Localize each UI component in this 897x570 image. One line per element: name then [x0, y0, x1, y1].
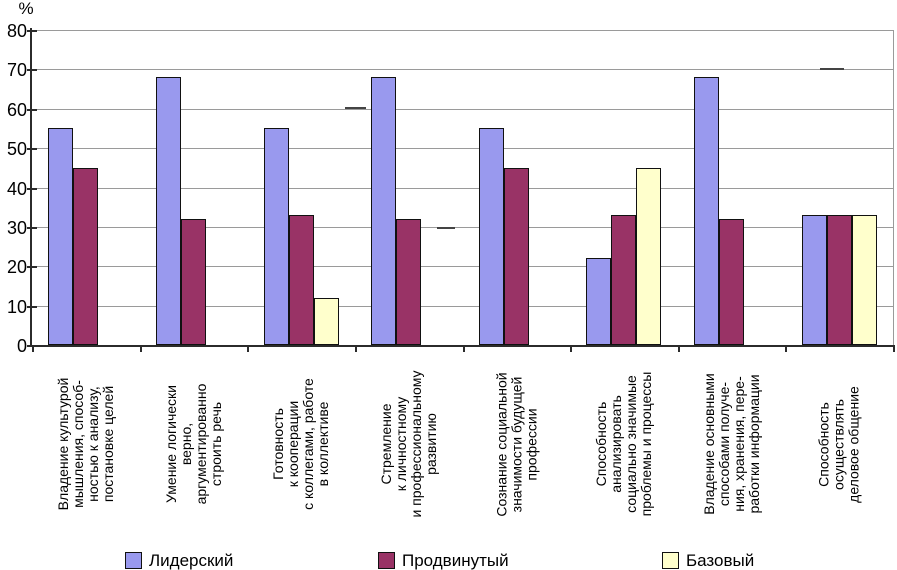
bar — [314, 298, 339, 345]
y-axis-unit-label: % — [18, 0, 34, 18]
bar — [396, 219, 421, 345]
category-label: Владение основными способами получе- ния… — [678, 352, 786, 536]
category-label-text: Владение основными способами получе- ния… — [701, 373, 762, 515]
category-label: Готовность к кооперации с коллегами, раб… — [247, 352, 355, 536]
legend-swatch — [378, 552, 395, 569]
y-axis-tick — [27, 345, 37, 347]
y-axis-tick — [27, 188, 37, 190]
gridline — [32, 306, 893, 307]
bar — [694, 77, 719, 345]
bar — [264, 128, 289, 345]
bar — [156, 77, 181, 345]
x-axis-line — [30, 345, 895, 347]
gridline — [32, 148, 893, 149]
bar — [289, 215, 314, 345]
legend-item: Базовый — [662, 552, 754, 569]
x-axis-tick — [32, 347, 34, 352]
y-axis-tick — [27, 266, 37, 268]
bar — [586, 258, 611, 345]
category-label: Стремление к личностному и профессиональ… — [355, 352, 463, 536]
bar — [371, 77, 396, 345]
category-label-text: Способность анализировать социально знач… — [593, 371, 654, 517]
y-axis-tick-label: 0 — [16, 336, 27, 356]
x-axis-tick — [570, 347, 572, 352]
y-axis-tick-label: 40 — [6, 179, 27, 199]
legend-label: Базовый — [686, 551, 755, 570]
x-axis-tick — [140, 347, 142, 352]
bar — [852, 215, 877, 345]
category-label: Владение культурой мышления, способ- нос… — [32, 352, 140, 536]
category-label: Способность анализировать социально знач… — [570, 352, 678, 536]
stray-mark — [820, 68, 844, 70]
bar — [48, 128, 73, 345]
x-axis-tick — [678, 347, 680, 352]
legend-item: Продвинутый — [378, 552, 509, 569]
plot-right-edge — [893, 30, 894, 347]
category-label-text: Стремление к личностному и профессиональ… — [378, 370, 439, 518]
x-axis-tick — [247, 347, 249, 352]
x-axis-tick — [355, 347, 357, 352]
legend-swatch — [125, 552, 142, 569]
legend-label: Лидерский — [149, 551, 234, 570]
bar — [719, 219, 744, 345]
category-label: Способность осуществлять деловое общение — [785, 352, 893, 536]
bar — [636, 168, 661, 345]
legend-label: Продвинутый — [402, 551, 509, 570]
bar — [504, 168, 529, 345]
x-axis-tick — [893, 347, 895, 352]
bar — [181, 219, 206, 345]
bar — [802, 215, 827, 345]
bar — [479, 128, 504, 345]
y-axis-tick-label: 10 — [6, 297, 27, 317]
category-label: Умение логически верно, аргументированно… — [140, 352, 248, 536]
y-axis-tick-label: 20 — [6, 257, 27, 277]
gridline — [32, 69, 893, 70]
stray-mark — [437, 227, 455, 229]
bar — [73, 168, 98, 345]
gridline — [32, 227, 893, 228]
y-axis-tick — [27, 306, 37, 308]
gridline — [32, 109, 893, 110]
x-axis-tick — [785, 347, 787, 352]
category-label-text: Сознание социальной значимости будущей п… — [493, 371, 540, 517]
legend-item: Лидерский — [125, 552, 233, 569]
x-axis-tick — [463, 347, 465, 352]
category-label-text: Готовность к кооперации с коллегами, раб… — [270, 378, 331, 510]
y-axis-tick — [27, 109, 37, 111]
stray-mark — [345, 107, 366, 109]
legend-swatch — [662, 552, 679, 569]
category-label-text: Умение логически верно, аргументированно… — [163, 383, 224, 505]
y-axis-tick-label: 60 — [6, 100, 27, 120]
gridline — [32, 266, 893, 267]
bar — [611, 215, 636, 345]
y-axis-tick — [27, 227, 37, 229]
y-axis-tick-label: 30 — [6, 218, 27, 238]
gridline — [32, 30, 893, 31]
y-axis-tick-label: 80 — [6, 21, 27, 41]
y-axis-tick — [27, 30, 37, 32]
y-axis-tick — [27, 69, 37, 71]
y-axis-tick-label: 70 — [6, 60, 27, 80]
category-label: Сознание социальной значимости будущей п… — [463, 352, 571, 536]
y-axis-tick — [27, 148, 37, 150]
category-label-text: Способность осуществлять деловое общение — [815, 385, 862, 503]
bar — [827, 215, 852, 345]
gridline — [32, 188, 893, 189]
y-axis-line — [30, 28, 32, 347]
category-label-text: Владение культурой мышления, способ- нос… — [55, 377, 116, 511]
y-axis-tick-label: 50 — [6, 139, 27, 159]
